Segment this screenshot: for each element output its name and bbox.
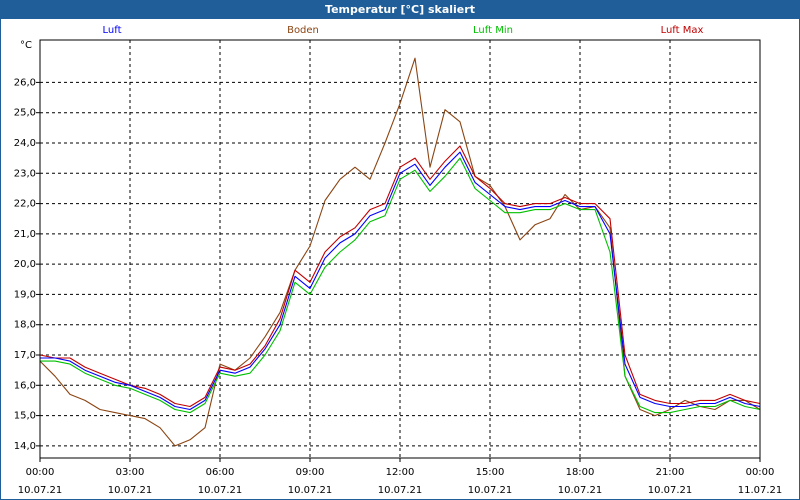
series-lines — [39, 57, 761, 447]
x-tick-time-label: 06:00 — [206, 467, 235, 478]
y-tick-label: 23,0 — [14, 168, 36, 179]
series-line-luft-max — [39, 145, 761, 408]
x-tick-time-label: 12:00 — [386, 467, 415, 478]
x-tick-time-label: 09:00 — [296, 467, 325, 478]
x-tick-time-label: 00:00 — [746, 467, 775, 478]
x-tick-time-label: 00:00 — [26, 467, 55, 478]
x-tick-date-label: 11.07.21 — [738, 485, 783, 496]
x-tick-date-label: 10.07.21 — [468, 485, 513, 496]
plot-frame — [39, 39, 761, 459]
x-tick-date-label: 10.07.21 — [558, 485, 603, 496]
y-tick-label: 15,0 — [14, 411, 36, 422]
y-tick-label: 18,0 — [14, 320, 36, 331]
y-tick-label: 21,0 — [14, 229, 36, 240]
x-tick-date-label: 10.07.21 — [378, 485, 423, 496]
series-line-luft — [40, 151, 761, 411]
grid-lines — [40, 40, 760, 458]
y-tick-label: 25,0 — [14, 108, 36, 119]
x-tick-date-label: 10.07.21 — [198, 485, 243, 496]
y-tick-label: 16,0 — [14, 380, 36, 391]
series-line-boden — [39, 57, 761, 447]
y-tick-label: 24,0 — [14, 138, 36, 149]
x-tick-time-label: 15:00 — [476, 467, 505, 478]
y-tick-label: 19,0 — [14, 289, 36, 300]
y-axis-unit-label: °C — [20, 40, 32, 51]
y-tick-label: 26,0 — [14, 77, 36, 88]
x-tick-date-label: 10.07.21 — [288, 485, 333, 496]
y-tick-label: 22,0 — [14, 199, 36, 210]
legend-entry: Luft — [103, 25, 122, 36]
x-tick-date-label: 10.07.21 — [108, 485, 153, 496]
legend: Luft Boden Luft Min Luft Max — [103, 25, 704, 36]
legend-entry: Luft Max — [661, 25, 704, 36]
x-tick-date-label: 10.07.21 — [18, 485, 63, 496]
window-title: Temperatur [°C] skaliert — [1, 1, 799, 19]
y-tick-label: 20,0 — [14, 259, 36, 270]
x-tick-time-label: 03:00 — [116, 467, 145, 478]
y-tick-label: 14,0 — [14, 441, 36, 452]
series-line-luft-min — [40, 157, 761, 414]
x-tick-date-label: 10.07.21 — [648, 485, 693, 496]
legend-entry: Boden — [287, 25, 319, 36]
y-axis: 14,0 15,0 16,0 17,0 18,0 19,0 20,0 21,0 22,0 23,0… — [14, 40, 40, 452]
x-tick-time-label: 21:00 — [656, 467, 685, 478]
x-tick-time-label: 18:00 — [566, 467, 595, 478]
x-axis: 00:00 10.07.21 03:00 10.07.21 06:00 10.07.21 0… — [18, 458, 783, 496]
y-tick-label: 17,0 — [14, 350, 36, 361]
legend-entry: Luft Min — [473, 25, 513, 36]
